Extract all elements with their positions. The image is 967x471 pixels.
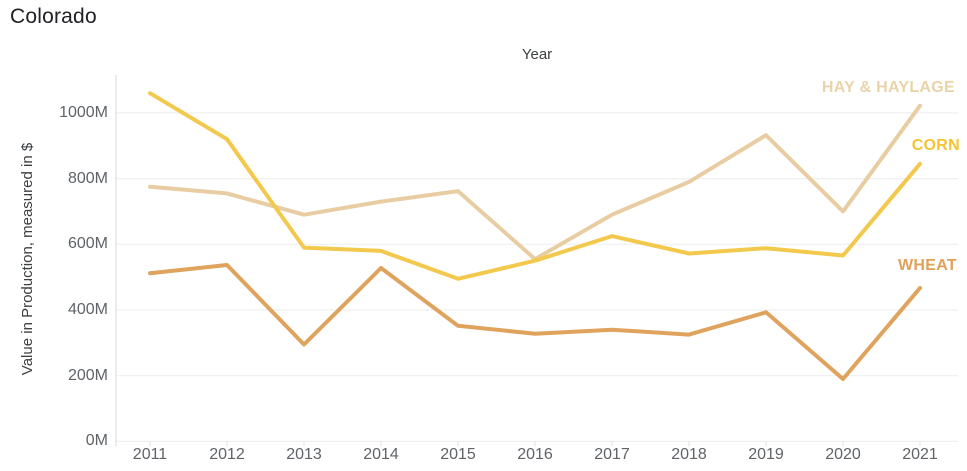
x-tick-label-2015: 2015 — [440, 446, 476, 463]
page-title: Colorado — [10, 5, 97, 28]
x-tick-label-2021: 2021 — [902, 446, 938, 463]
series-label-corn: CORN — [911, 137, 960, 154]
series-label-hay-haylage: HAY & HAYLAGE — [821, 79, 955, 96]
y-tick-label-200M: 200M — [67, 366, 108, 384]
y-tick-label-800M: 800M — [67, 169, 108, 187]
corn-line[interactable] — [148, 91, 922, 281]
x-axis-title: Year — [521, 46, 553, 63]
x-tick-label-2020: 2020 — [825, 446, 861, 463]
y-tick-label-600M: 600M — [67, 235, 108, 253]
x-tick-label-2018: 2018 — [671, 446, 707, 463]
x-tick-label-2014: 2014 — [363, 446, 399, 463]
y-tick-label-400M: 400M — [67, 301, 108, 318]
x-tick-label-2013: 2013 — [286, 446, 322, 463]
y-tick-label-0M: 0M — [85, 432, 108, 450]
x-tick-label-2011: 2011 — [132, 446, 168, 463]
x-tick-label-2019: 2019 — [748, 446, 784, 463]
hay-haylage-line[interactable] — [148, 103, 922, 262]
x-tick-label-2017: 2017 — [594, 446, 630, 463]
x-tick-label-2016: 2016 — [517, 446, 553, 463]
x-tick-label-2012: 2012 — [209, 446, 245, 463]
y-tick-label-1000M: 1000M — [59, 103, 108, 121]
series-label-wheat: WHEAT — [898, 257, 957, 274]
wheat-line[interactable] — [148, 263, 922, 381]
